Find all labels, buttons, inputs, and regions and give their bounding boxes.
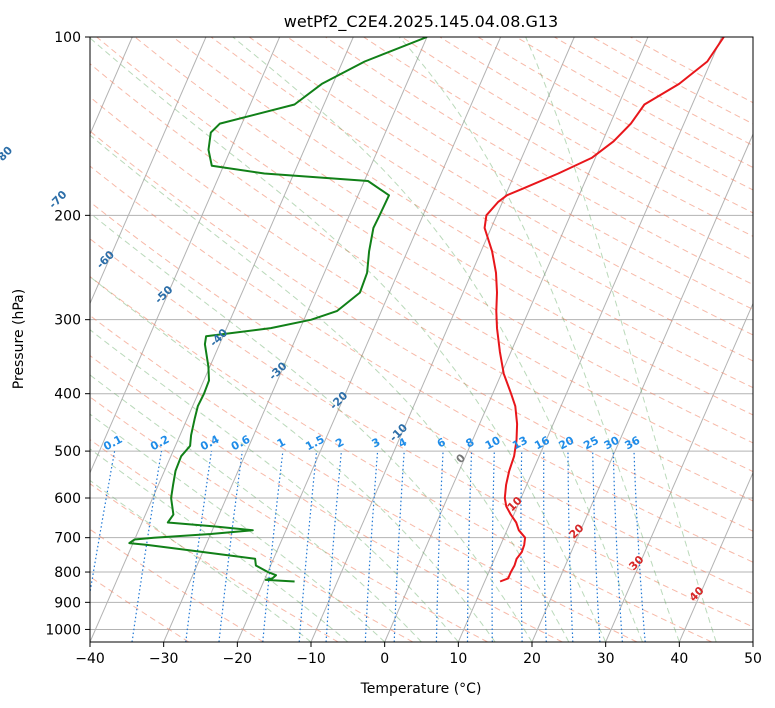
x-tick-label: −20 <box>223 651 253 667</box>
x-axis-label: Temperature (°C) <box>360 681 482 697</box>
moist-adiabat <box>90 134 570 642</box>
dry-adiabat <box>90 96 753 502</box>
y-tick-label: 800 <box>54 565 81 581</box>
mixing-ratio-line <box>131 450 163 642</box>
x-tick-label: −30 <box>149 651 179 667</box>
isotherm-gridline <box>90 37 281 474</box>
dry-adiabat <box>287 37 753 310</box>
moist-adiabat <box>232 37 643 642</box>
mixing-ratio-label: 36 <box>623 434 643 453</box>
dry-adiabat <box>172 37 753 389</box>
isotherm-gridline <box>457 37 723 642</box>
y-tick-label: 100 <box>54 30 81 46</box>
dry-adiabat <box>325 37 753 286</box>
moist-adiabat <box>90 37 607 642</box>
y-tick-label: 900 <box>54 595 81 611</box>
dry-adiabat <box>90 355 563 642</box>
mixing-ratio-label: 10 <box>483 434 503 453</box>
axis-ticks: −40 −30 −20 −10 0 10 20 30 40 50 100 200 300 400 500 60… <box>45 30 762 667</box>
dry-adiabat <box>90 130 753 532</box>
y-axis-label: Pressure (hPa) <box>11 289 27 389</box>
y-tick-label: 500 <box>54 444 81 460</box>
x-tick-label: 10 <box>449 651 467 667</box>
mixing-ratio-line <box>298 451 318 642</box>
y-tick-label: 1000 <box>45 622 81 638</box>
plot-area <box>90 37 753 642</box>
temperature-trace <box>483 37 725 583</box>
y-tick-label: 300 <box>54 313 81 329</box>
dry-adiabat <box>90 201 753 595</box>
moist-adiabat <box>90 413 386 642</box>
x-tick-label: −40 <box>75 651 105 667</box>
mixing-ratio-line <box>185 451 213 642</box>
mixing-ratio-line <box>218 451 243 642</box>
isotherm-gridline <box>163 37 428 642</box>
plot-layer <box>90 37 753 642</box>
y-tick-label: 600 <box>54 491 81 507</box>
x-tick-label: −10 <box>296 651 326 667</box>
y-tick-label: 200 <box>54 208 81 224</box>
dewpoint-trace <box>128 37 428 583</box>
mixing-ratio-label: 25 <box>581 434 601 453</box>
chart-title: wetPf2_C2E4.2025.145.04.08.G13 <box>284 12 558 32</box>
mixing-ratio-line <box>325 451 342 642</box>
dry-adiabat <box>90 275 712 642</box>
y-tick-label: 700 <box>54 531 81 547</box>
x-tick-label: 20 <box>523 651 541 667</box>
isotherm-gridline <box>678 471 753 642</box>
x-tick-label: 40 <box>670 651 688 667</box>
mixing-ratio-line <box>262 451 284 642</box>
isotherm-gridline <box>605 302 753 642</box>
dry-adiabat <box>90 483 339 642</box>
isotherm-gridline <box>384 37 649 642</box>
isotherm-gridline <box>531 132 753 642</box>
dry-adiabat <box>90 238 753 628</box>
x-tick-label: 30 <box>597 651 615 667</box>
y-tick-label: 400 <box>54 387 81 403</box>
isotherm-gridline <box>236 37 502 642</box>
isotherm-gridline <box>90 37 207 305</box>
mixing-ratio-label: 30 <box>602 434 622 453</box>
mixing-ratio-label: 20 <box>557 434 577 453</box>
moist-adiabat <box>90 276 496 642</box>
moist-adiabat <box>90 479 312 642</box>
dry-adiabat <box>90 165 753 563</box>
moist-adiabat <box>90 329 459 642</box>
moist-adiabat <box>398 37 680 642</box>
plot-frame <box>89 36 754 643</box>
x-tick-label: 0 <box>380 651 389 667</box>
moist-adiabat <box>90 212 533 642</box>
x-tick-label: 50 <box>744 651 762 667</box>
dry-adiabat <box>90 439 414 642</box>
mixing-ratio-label: 13 <box>510 434 530 453</box>
mixing-ratio-label: 16 <box>532 434 552 453</box>
dry-adiabat <box>90 314 638 642</box>
moist-adiabat <box>525 37 717 642</box>
